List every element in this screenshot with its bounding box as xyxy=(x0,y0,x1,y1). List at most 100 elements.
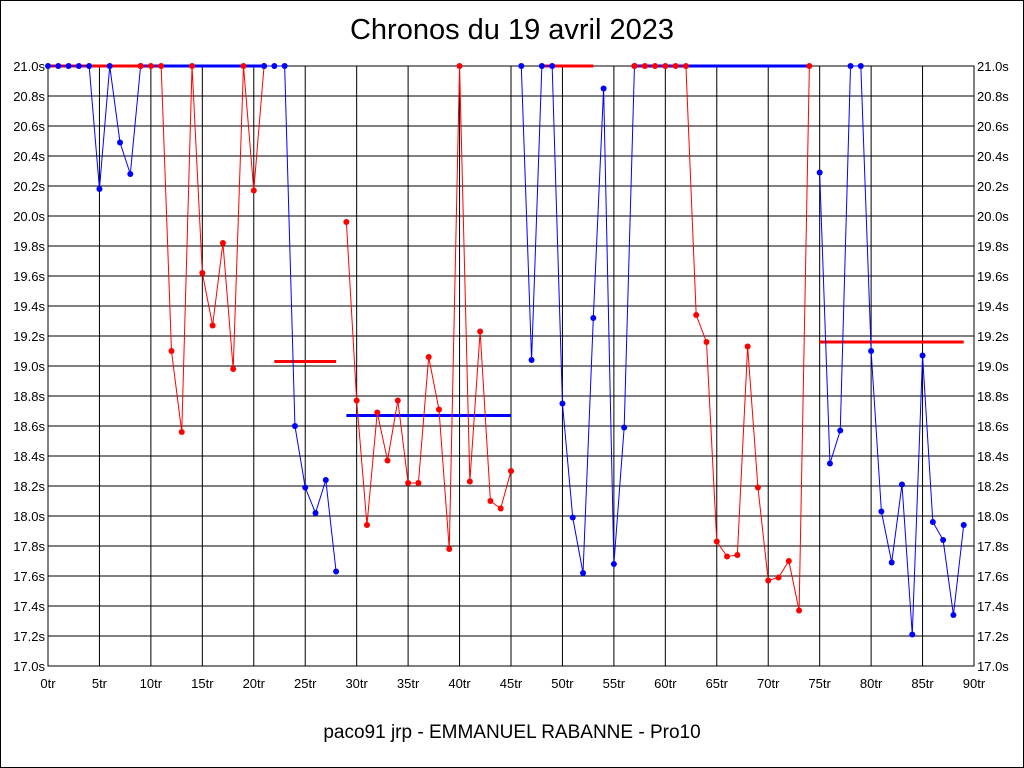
data-point xyxy=(250,187,257,194)
data-point xyxy=(682,63,689,69)
data-point xyxy=(209,322,216,329)
data-point xyxy=(189,63,196,69)
series-line xyxy=(634,65,810,611)
data-point xyxy=(621,424,628,431)
x-tick-label: 50tr xyxy=(551,676,574,691)
y-tick-label-left: 20.8s xyxy=(13,89,45,104)
data-point xyxy=(363,522,370,528)
data-point xyxy=(662,63,669,69)
x-tick-label: 70tr xyxy=(757,676,780,691)
x-tick-label: 65tr xyxy=(706,676,729,691)
data-point xyxy=(384,457,391,464)
data-point xyxy=(652,63,659,69)
x-tick-label: 45tr xyxy=(500,676,523,691)
data-point xyxy=(322,477,329,483)
x-tick-label: 80tr xyxy=(860,676,883,691)
data-point xyxy=(45,63,51,69)
data-point xyxy=(744,343,751,350)
data-point xyxy=(271,63,278,69)
data-point xyxy=(281,63,288,69)
data-point xyxy=(785,558,792,564)
x-tick-label: 0tr xyxy=(40,676,56,691)
data-point xyxy=(713,538,720,545)
y-tick-label-left: 20.2s xyxy=(13,179,45,194)
y-tick-label-right: 20.6s xyxy=(977,119,1009,134)
data-point xyxy=(538,63,545,69)
y-tick-label-left: 21.0s xyxy=(13,59,45,74)
series-line xyxy=(345,65,512,550)
data-point xyxy=(857,63,864,69)
y-tick-label-left: 19.8s xyxy=(13,239,45,254)
data-point xyxy=(693,312,700,318)
x-tick-label: 5tr xyxy=(92,676,108,691)
data-point xyxy=(672,63,679,69)
y-tick-label-left: 18.6s xyxy=(13,419,45,434)
data-point xyxy=(333,568,340,575)
data-point xyxy=(415,480,422,486)
y-tick-label-right: 19.4s xyxy=(977,299,1009,314)
data-point xyxy=(240,63,247,69)
y-tick-label-right: 17.0s xyxy=(977,659,1009,674)
data-point xyxy=(75,63,82,69)
x-tick-label: 85tr xyxy=(911,676,934,691)
x-tick-label: 10tr xyxy=(140,676,163,691)
data-point xyxy=(940,537,947,543)
series-line xyxy=(48,65,142,190)
data-point xyxy=(528,357,535,363)
y-tick-label-left: 19.6s xyxy=(13,269,45,284)
y-tick-label-right: 19.6s xyxy=(977,269,1009,284)
data-point xyxy=(549,63,556,69)
y-tick-label-left: 19.0s xyxy=(13,359,45,374)
data-point xyxy=(600,85,607,92)
y-tick-label-left: 19.4s xyxy=(13,299,45,314)
data-point xyxy=(117,139,124,146)
y-tick-label-left: 20.4s xyxy=(13,149,45,164)
data-point xyxy=(950,612,957,618)
data-point xyxy=(806,63,813,69)
data-point xyxy=(178,429,185,435)
data-point xyxy=(446,546,453,552)
data-point xyxy=(641,63,648,69)
y-tick-label-left: 20.6s xyxy=(13,119,45,134)
plot-border xyxy=(47,65,975,667)
y-tick-label-left: 18.8s xyxy=(13,389,45,404)
x-tick-label: 30tr xyxy=(345,676,368,691)
data-point xyxy=(796,607,803,614)
data-point xyxy=(158,63,165,69)
x-tick-label: 90tr xyxy=(963,676,986,691)
data-point xyxy=(847,63,854,69)
data-point xyxy=(816,169,823,176)
data-point xyxy=(878,508,885,515)
series-line xyxy=(520,65,635,574)
data-point xyxy=(765,577,772,584)
data-point xyxy=(219,240,226,246)
data-point xyxy=(518,63,525,69)
data-point xyxy=(312,510,319,516)
data-point xyxy=(394,397,401,404)
y-tick-label-right: 19.2s xyxy=(977,329,1009,344)
y-tick-label-right: 18.0s xyxy=(977,509,1009,524)
x-tick-label: 15tr xyxy=(191,676,214,691)
x-tick-label: 35tr xyxy=(397,676,420,691)
data-point xyxy=(826,460,833,467)
data-point xyxy=(477,328,484,335)
x-tick-label: 25tr xyxy=(294,676,317,691)
chart-title: Chronos du 19 avril 2023 xyxy=(349,14,675,46)
data-point xyxy=(374,409,381,416)
y-tick-label-right: 19.8s xyxy=(977,239,1009,254)
y-tick-label-left: 19.2s xyxy=(13,329,45,344)
y-tick-label-right: 19.0s xyxy=(977,359,1009,374)
data-point xyxy=(487,498,494,504)
data-point xyxy=(343,219,350,225)
y-tick-label-right: 20.4s xyxy=(977,149,1009,164)
data-point xyxy=(559,400,566,407)
y-tick-label-right: 18.2s xyxy=(977,479,1009,494)
x-tick-label: 60tr xyxy=(654,676,677,691)
y-tick-label-right: 18.8s xyxy=(977,389,1009,404)
y-tick-label-right: 20.0s xyxy=(977,209,1009,224)
data-point xyxy=(868,348,875,354)
data-point xyxy=(96,186,103,192)
data-point xyxy=(425,354,432,360)
data-point xyxy=(590,315,597,321)
